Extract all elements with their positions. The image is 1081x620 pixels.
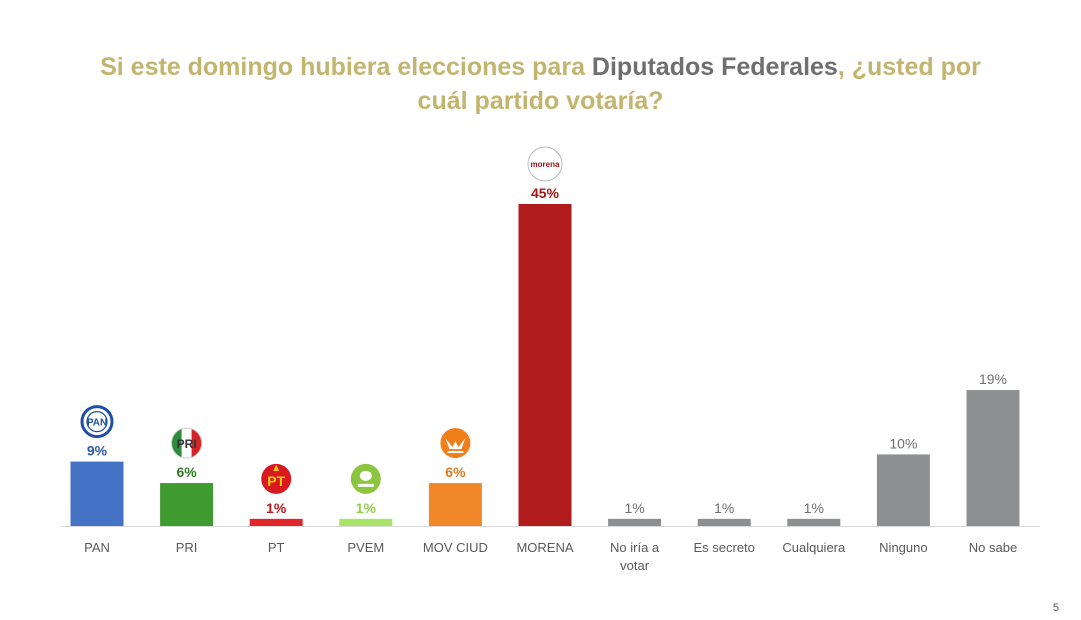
category-label-pan: PAN — [84, 540, 110, 555]
svg-text:PRI: PRI — [177, 437, 197, 451]
category-label-morena: MORENA — [516, 540, 573, 555]
value-label-no-sabe: 19% — [979, 371, 1007, 387]
bar-pan — [70, 461, 124, 526]
bar-es-secreto — [697, 518, 751, 526]
bar-cualquiera — [787, 518, 841, 526]
value-label-cualquiera: 1% — [804, 500, 824, 516]
mov-ciud-logo-icon — [440, 428, 471, 459]
value-label-pri: 6% — [176, 464, 197, 480]
chart-title: Si este domingo hubiera elecciones para … — [40, 50, 1041, 118]
page-number: 5 — [1052, 602, 1059, 614]
value-label-morena: 45% — [531, 185, 560, 201]
category-label-pri: PRI — [176, 540, 198, 555]
category-label-no-sabe: No sabe — [969, 540, 1017, 555]
title-line-2: cuál partido votaría? — [417, 87, 664, 115]
category-label-cualquiera: Cualquiera — [782, 540, 846, 555]
pvem-logo-icon — [350, 463, 381, 494]
bar-no-ir-a-a-votar — [608, 518, 662, 526]
bar-pri — [160, 483, 214, 526]
pt-logo-icon: PT — [261, 463, 292, 494]
svg-text:PAN: PAN — [87, 418, 107, 429]
pan-logo-icon: PAN — [80, 405, 114, 439]
bar-no-sabe — [966, 390, 1020, 526]
bar-morena — [518, 204, 572, 526]
category-label-ninguno: Ninguno — [879, 540, 927, 555]
title-part-2: , ¿usted por — [837, 53, 981, 81]
title-highlight: Diputados Federales — [591, 53, 838, 81]
category-label-pvem: PVEM — [347, 540, 384, 555]
value-label-no-ir-a-a-votar: 1% — [624, 500, 644, 516]
value-label-pt: 1% — [266, 500, 287, 516]
value-label-mov-ciud: 6% — [445, 464, 466, 480]
category-label-no-ir-a-a-votar: No iría a votar — [610, 540, 660, 573]
value-label-pvem: 1% — [356, 500, 377, 516]
svg-text:PT: PT — [267, 473, 285, 489]
pri-logo-icon: PRI — [171, 427, 203, 459]
title-part-1: Si este domingo hubiera elecciones para — [100, 53, 592, 81]
bar-ninguno — [876, 454, 930, 526]
category-label-pt: PT — [268, 540, 285, 555]
morena-logo-icon: morena — [527, 146, 563, 182]
svg-text:morena: morena — [531, 160, 560, 169]
bar-mov-ciud — [428, 483, 482, 526]
value-label-ninguno: 10% — [889, 435, 917, 451]
value-label-es-secreto: 1% — [714, 500, 734, 516]
bar-pvem — [339, 518, 393, 526]
value-label-pan: 9% — [87, 443, 108, 459]
category-label-es-secreto: Es secreto — [693, 540, 754, 555]
bar-pt — [249, 518, 303, 526]
category-label-mov-ciud: MOV CIUD — [423, 540, 488, 555]
title-line-1: Si este domingo hubiera elecciones para … — [40, 50, 1041, 84]
